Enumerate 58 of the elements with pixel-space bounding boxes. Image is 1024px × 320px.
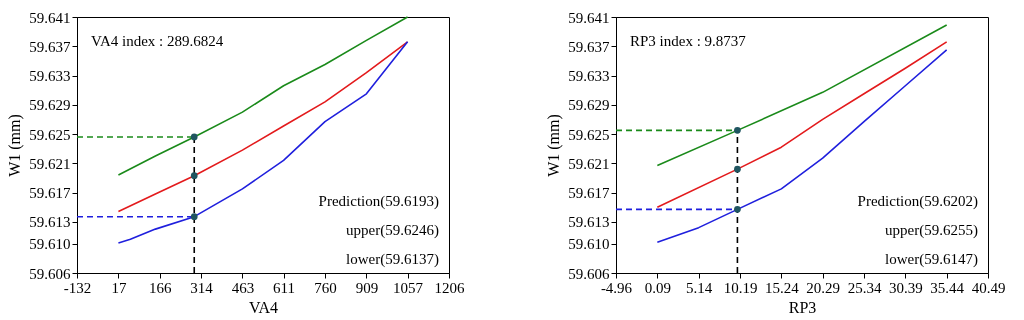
x-tick-label: 20.29 xyxy=(806,279,841,296)
point xyxy=(190,172,198,180)
y-tick-label: 59.629 xyxy=(568,97,610,114)
x-tick-label: 314 xyxy=(190,279,214,296)
x-tick-label: -132 xyxy=(63,279,92,296)
y-tick-label: 59.610 xyxy=(568,236,610,253)
x-tick-label: 5.14 xyxy=(686,279,713,296)
x-axis-title: VA4 xyxy=(248,298,279,316)
annotation: Prediction(59.6193) xyxy=(318,193,439,210)
y-tick-label: 59.606 xyxy=(29,265,71,282)
y-tick-label: 59.637 xyxy=(568,38,610,55)
y-tick-label: 59.613 xyxy=(568,214,610,231)
y-tick-label: 59.606 xyxy=(568,265,610,282)
y-tick-label: 59.621 xyxy=(29,155,71,172)
x-tick-label: 611 xyxy=(273,279,296,296)
point xyxy=(190,133,198,141)
x-tick-label: 10.19 xyxy=(723,279,758,296)
x-tick-label: 463 xyxy=(231,279,255,296)
x-tick-label: 35.44 xyxy=(930,279,965,296)
point xyxy=(734,165,741,173)
y-tick-label: 59.625 xyxy=(568,126,610,143)
point xyxy=(734,206,741,213)
annotation: VA4 index : 289.6824 xyxy=(91,33,224,49)
y-tick-label: 59.610 xyxy=(29,236,71,253)
y-tick-label: 59.617 xyxy=(568,185,610,202)
y-tick-label: 59.617 xyxy=(29,185,71,202)
x-tick-label: 0.09 xyxy=(644,279,671,296)
y-tick-label: 59.633 xyxy=(568,68,610,85)
x-tick-label: 30.39 xyxy=(888,279,923,296)
y-tick-label: 59.613 xyxy=(29,214,71,231)
annotation: upper(59.6255) xyxy=(885,222,978,239)
y-axis-title: W1 (mm) xyxy=(6,114,25,177)
x-tick-label: 760 xyxy=(314,279,337,296)
y-tick-label: 59.641 xyxy=(568,9,610,26)
y-axis-title: W1 (mm) xyxy=(545,114,564,177)
x-axis-title: RP3 xyxy=(788,298,817,316)
y-tick-label: 59.637 xyxy=(29,38,71,55)
y-tick-label: 59.629 xyxy=(29,97,71,114)
x-tick-label: 15.24 xyxy=(764,279,800,296)
x-tick-label: 1206 xyxy=(434,279,465,296)
annotation: lower(59.6147) xyxy=(885,251,978,268)
x-tick-label: 40.49 xyxy=(971,279,1006,296)
point xyxy=(734,127,741,134)
x-tick-label: -4.96 xyxy=(600,279,633,296)
x-tick-label: 166 xyxy=(149,279,173,296)
annotation: Prediction(59.6202) xyxy=(857,193,978,210)
annotation: lower(59.6137) xyxy=(346,251,439,268)
y-tick-label: 59.625 xyxy=(29,126,71,143)
y-tick-label: 59.621 xyxy=(568,155,610,172)
annotation: RP3 index : 9.8737 xyxy=(630,33,747,49)
y-tick-label: 59.633 xyxy=(29,68,71,85)
y-tick-label: 59.641 xyxy=(29,9,71,26)
x-tick-label: 909 xyxy=(355,279,379,296)
x-tick-label: 17 xyxy=(111,279,127,296)
annotation: upper(59.6246) xyxy=(346,222,439,239)
x-tick-label: 25.34 xyxy=(847,279,882,296)
x-tick-label: 1057 xyxy=(393,279,424,296)
point xyxy=(190,213,198,221)
